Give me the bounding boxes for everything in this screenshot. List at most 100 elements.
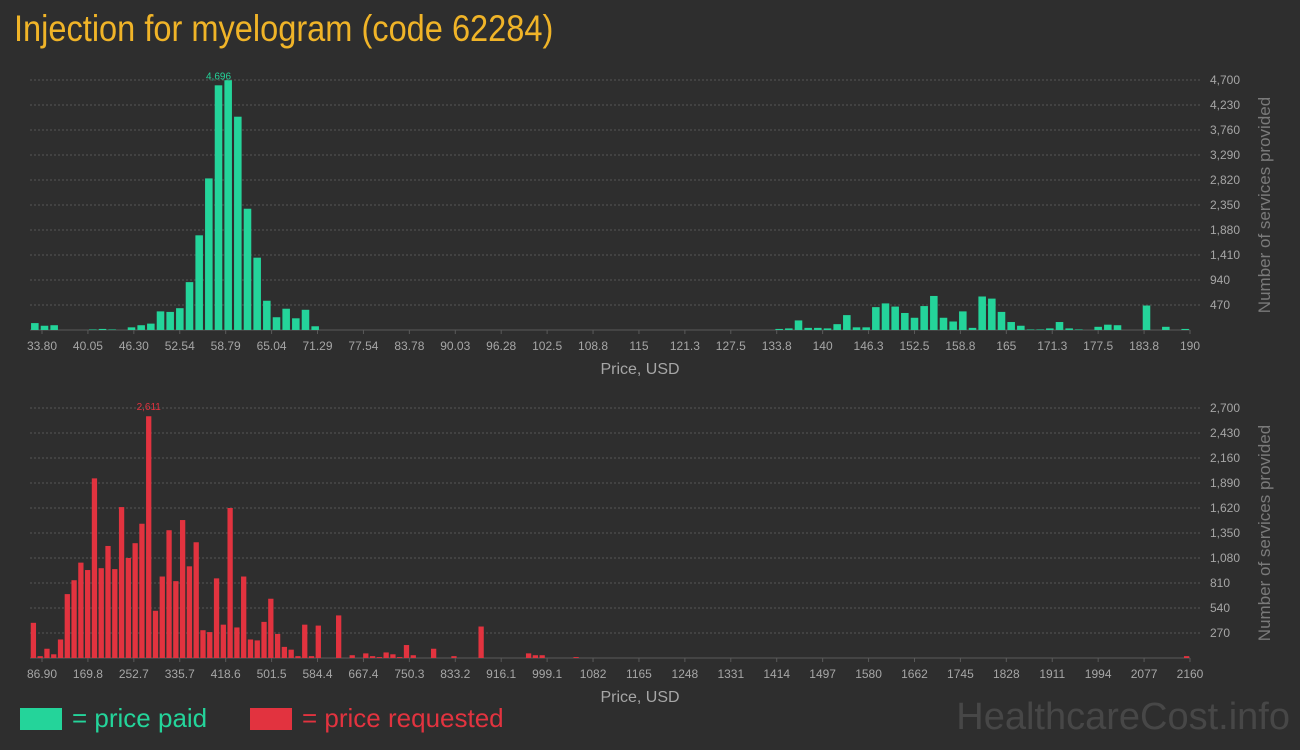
paid-y-tick-label: 3,760 (1210, 123, 1240, 137)
requested-bar (261, 621, 267, 658)
requested-x-tick-label: 584.4 (303, 667, 333, 681)
paid-bar (1055, 322, 1064, 330)
requested-bar (241, 576, 247, 658)
requested-x-tick-label: 916.1 (486, 667, 516, 681)
requested-x-tick-label: 169.8 (73, 667, 103, 681)
paid-bar (1036, 329, 1044, 330)
paid-bar (263, 300, 271, 330)
paid-x-tick-label: 77.54 (348, 339, 378, 353)
requested-bar (369, 656, 376, 658)
paid-bar (1017, 325, 1025, 330)
paid-bar (959, 311, 967, 330)
requested-y-tick-label: 540 (1210, 601, 1230, 615)
legend-paid-swatch (20, 707, 62, 730)
paid-bar (282, 308, 290, 330)
requested-peak-label: 2,611 (137, 402, 162, 413)
paid-x-tick-label: 158.8 (945, 339, 975, 353)
paid-bar (901, 312, 909, 330)
legend-requested-swatch (250, 707, 292, 730)
paid-y-tick-label: 2,820 (1210, 173, 1240, 187)
paid-y-tick-label: 4,700 (1210, 73, 1240, 87)
requested-bar (207, 632, 213, 658)
requested-x-tick-label: 1248 (672, 667, 699, 681)
paid-y-tick-label: 1,410 (1210, 248, 1240, 262)
paid-bar (804, 327, 812, 330)
paid-x-tick-label: 146.3 (854, 339, 884, 353)
paid-x-tick-label: 133.8 (762, 339, 792, 353)
paid-bar (872, 307, 880, 330)
paid-bar (301, 309, 310, 330)
requested-bar (51, 654, 57, 658)
requested-bar (85, 570, 91, 658)
requested-bar (478, 626, 484, 658)
requested-bar (525, 653, 532, 658)
paid-y-tick-label: 940 (1210, 273, 1230, 287)
price-paid-chart: 470 940 1,410 1,880 2,350 2,820 3,290 3,760 4,23… (27, 71, 1274, 378)
legend-requested: = price requested (250, 703, 504, 734)
paid-bar (852, 327, 861, 330)
paid-bar (1113, 325, 1122, 330)
paid-x-tick-label: 65.04 (257, 339, 287, 353)
paid-bar (997, 311, 1006, 330)
paid-bar (1094, 326, 1102, 330)
requested-bar (30, 622, 37, 658)
requested-x-tick-label: 999.1 (532, 667, 562, 681)
paid-bar (833, 324, 841, 330)
requested-bar (451, 656, 457, 658)
requested-x-tick-label: 1994 (1085, 667, 1112, 681)
requested-x-tick-label: 833.2 (440, 667, 470, 681)
requested-bar (200, 630, 206, 658)
requested-bar (539, 655, 545, 658)
requested-y-tick-label: 1,890 (1210, 476, 1240, 490)
requested-bar (179, 520, 186, 658)
paid-bar (40, 325, 49, 330)
requested-bar (159, 576, 165, 658)
paid-x-tick-label: 96.28 (486, 339, 516, 353)
requested-bar (37, 656, 43, 658)
paid-y-tick-label: 1,880 (1210, 223, 1240, 237)
requested-x-tick-label: 1414 (763, 667, 790, 681)
requested-bar (166, 530, 172, 658)
paid-peak-label: 4,696 (206, 71, 231, 82)
requested-y-tick-label: 2,160 (1210, 451, 1240, 465)
paid-x-tick-label: 46.30 (119, 339, 149, 353)
requested-x-tick-label: 1745 (947, 667, 974, 681)
requested-x-tick-label: 1828 (993, 667, 1020, 681)
paid-bar (930, 295, 938, 330)
requested-bar (227, 508, 233, 658)
requested-y-tick-label: 1,350 (1210, 526, 1240, 540)
paid-x-tick-label: 108.8 (578, 339, 608, 353)
requested-bar (363, 653, 369, 658)
requested-x-tick-label: 1662 (901, 667, 928, 681)
requested-bar (390, 654, 396, 658)
paid-x-tick-label: 121.3 (670, 339, 700, 353)
paid-bar (968, 327, 977, 330)
requested-x-tick-label: 750.3 (394, 667, 424, 681)
requested-bar (1183, 656, 1190, 658)
paid-x-tick-label: 52.54 (165, 339, 195, 353)
watermark-logo: HealthcareCost.info (956, 696, 1290, 738)
paid-bar (137, 325, 145, 330)
requested-bar (146, 416, 152, 658)
paid-x-tick-label: 115 (629, 339, 648, 353)
paid-bar (272, 317, 281, 330)
paid-y-tick-label: 470 (1210, 298, 1230, 312)
requested-bar (64, 594, 70, 658)
paid-y-tick-label: 2,350 (1210, 198, 1240, 212)
paid-bar (89, 329, 97, 330)
paid-bar (1181, 328, 1189, 330)
paid-bar (205, 178, 213, 330)
paid-x-tick-label: 183.8 (1129, 339, 1159, 353)
paid-x-tick-label: 177.5 (1083, 339, 1113, 353)
requested-bar (234, 627, 240, 658)
requested-y-axis-label: Number of services provided (1255, 425, 1274, 641)
paid-bar (1065, 328, 1073, 330)
paid-x-tick-label: 71.29 (303, 339, 333, 353)
requested-bar (220, 624, 226, 658)
paid-bar (127, 327, 136, 330)
requested-bar (336, 615, 342, 658)
requested-x-tick-label: 86.90 (27, 667, 57, 681)
paid-bar (823, 328, 832, 330)
requested-x-tick-label: 418.6 (211, 667, 241, 681)
requested-bar (315, 625, 321, 658)
